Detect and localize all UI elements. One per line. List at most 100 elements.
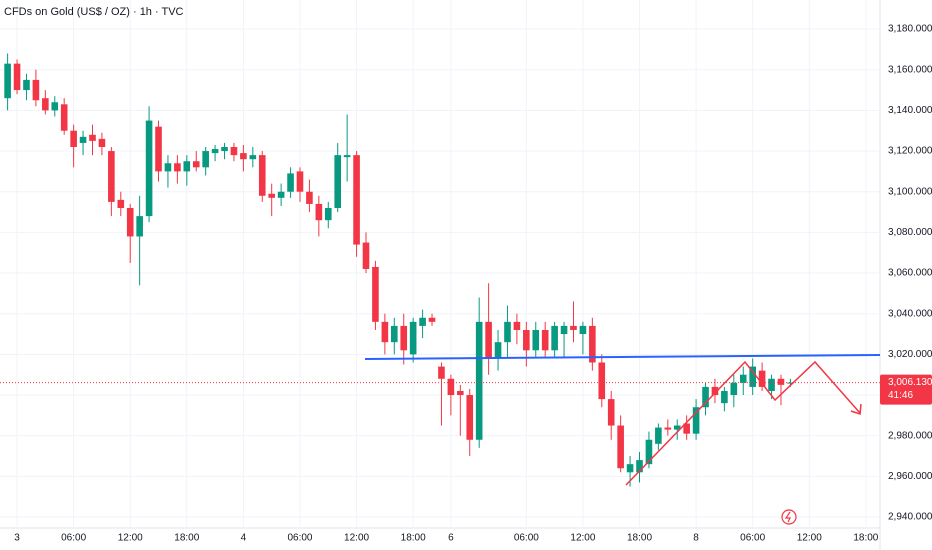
candle-body: [504, 321, 511, 343]
candle-body: [32, 79, 40, 101]
candle-body: [617, 425, 624, 469]
y-tick-label: 3,140.000: [888, 105, 932, 116]
candle-body: [702, 386, 709, 408]
x-tick-label: 18:00: [174, 533, 199, 544]
candle-body: [211, 149, 219, 154]
y-tick-label: 3,020.000: [888, 349, 932, 360]
candle-body: [268, 193, 275, 198]
candle-body: [777, 378, 785, 385]
trend-line: [364, 354, 881, 360]
candle-body: [523, 329, 530, 351]
candle-body: [749, 366, 756, 387]
candle-body: [598, 362, 606, 400]
candle-body: [315, 203, 323, 221]
candle-body: [240, 153, 247, 160]
x-tick-label: 12:00: [118, 533, 143, 544]
x-tick-label: 6: [448, 533, 454, 544]
candle-body: [655, 427, 662, 444]
candle-body: [202, 151, 209, 168]
candle-body: [164, 163, 172, 172]
y-tick-label: 3,160.000: [888, 64, 932, 75]
candle-body: [513, 321, 521, 330]
x-tick-label: 8: [693, 533, 699, 544]
x-tick-label: 18:00: [627, 533, 652, 544]
candle-body: [98, 138, 106, 147]
candle-body: [485, 321, 492, 359]
candle-body: [334, 155, 342, 208]
candle-body: [683, 423, 690, 434]
candle-body: [673, 425, 681, 430]
candle-body: [541, 329, 549, 351]
candle-body: [249, 155, 257, 160]
event-icon[interactable]: [781, 509, 797, 525]
candle-body: [447, 378, 455, 396]
arrow-head: [850, 403, 862, 416]
candle-body: [183, 161, 191, 172]
y-tick-label: 3,080.000: [888, 227, 932, 238]
candle-body: [664, 427, 672, 430]
candle-body: [409, 321, 417, 355]
y-tick-label: 2,960.000: [888, 471, 932, 482]
candle-body: [475, 321, 483, 440]
y-tick-label: 3,180.000: [888, 24, 932, 35]
candle-body: [353, 155, 360, 245]
countdown-label: 41:46: [888, 390, 913, 401]
x-tick-label: 12:00: [797, 533, 822, 544]
candle-body: [758, 370, 766, 387]
candle-body: [532, 329, 540, 351]
candle-body: [626, 464, 634, 473]
x-tick-label: 06:00: [61, 533, 86, 544]
candle-body: [4, 63, 11, 99]
candle-body: [343, 155, 351, 158]
candle-body: [70, 130, 77, 147]
candle-body: [607, 399, 615, 426]
candle-body: [636, 460, 643, 473]
x-tick-label: 12:00: [570, 533, 595, 544]
y-tick-label: 3,120.000: [888, 146, 932, 157]
candle-body: [117, 199, 125, 208]
y-tick-label: 3,060.000: [888, 268, 932, 279]
candle-body: [277, 191, 285, 198]
candle-body: [126, 207, 134, 237]
candle-body: [721, 390, 728, 404]
candle-body: [23, 79, 30, 91]
candle-body: [390, 325, 398, 343]
candle-body: [494, 342, 502, 359]
candle-body: [457, 390, 464, 396]
candle-body: [89, 134, 96, 141]
candle-body: [258, 155, 266, 196]
candle-body: [739, 374, 747, 383]
candle-body: [60, 104, 68, 131]
candle-body: [570, 325, 577, 330]
candle-body: [730, 382, 738, 396]
candle-body: [787, 382, 794, 384]
grid: [0, 0, 880, 528]
candle-body: [381, 321, 389, 343]
candles: [4, 53, 794, 487]
x-tick-label: 12:00: [344, 533, 369, 544]
candle-body: [589, 325, 596, 363]
candle-body: [372, 266, 379, 322]
candle-body: [287, 173, 294, 192]
last-price-tag: [880, 374, 932, 405]
candle-body: [296, 171, 304, 192]
candle-body: [51, 102, 59, 111]
y-tick-label: 2,940.000: [888, 512, 932, 523]
candle-body: [13, 63, 21, 91]
candle-body: [324, 207, 332, 221]
candle-body: [419, 317, 426, 326]
x-tick-label: 06:00: [740, 533, 765, 544]
candle-body: [174, 163, 181, 172]
candle-body: [362, 242, 370, 269]
x-tick-label: 18:00: [401, 533, 426, 544]
candle-body: [230, 146, 238, 156]
y-tick-label: 2,980.000: [888, 430, 932, 441]
candle-body: [136, 216, 143, 237]
candle-body: [221, 146, 228, 152]
event-icon-bolt: [784, 511, 791, 523]
x-tick-label: 06:00: [287, 533, 312, 544]
candle-body: [400, 325, 408, 351]
candle-body: [551, 325, 558, 351]
candle-body: [768, 378, 775, 391]
